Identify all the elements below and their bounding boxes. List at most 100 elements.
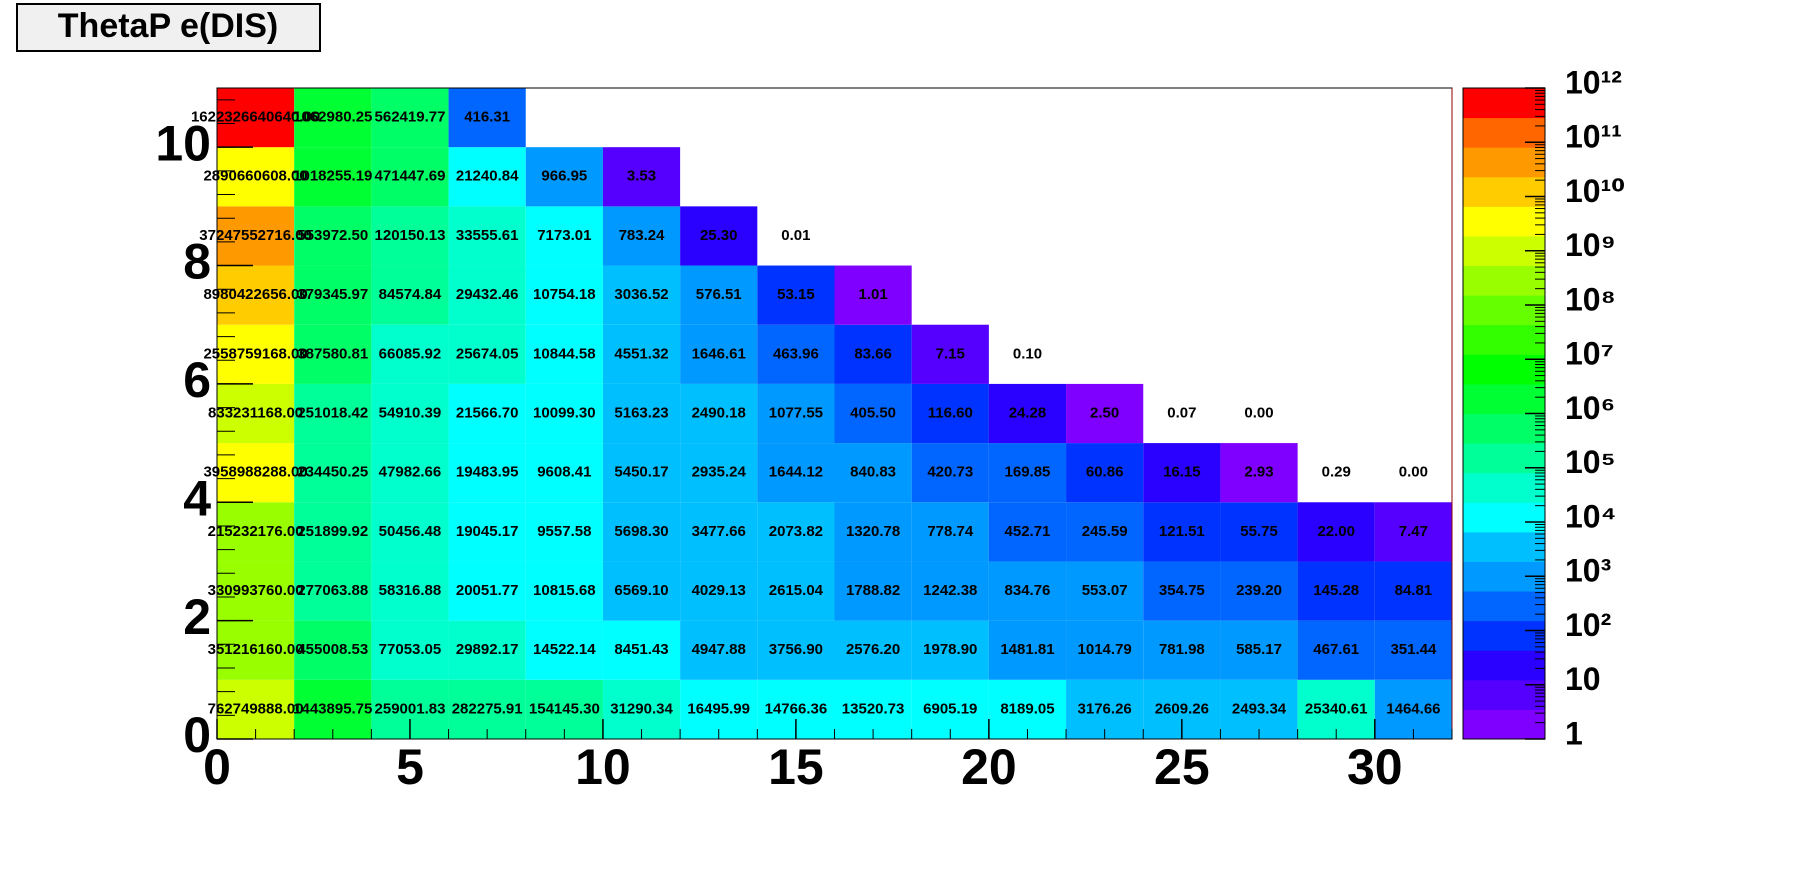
cell [217, 561, 295, 621]
cell [371, 265, 449, 325]
cell-label: 2935.24 [692, 464, 747, 481]
z-tick-label: 10⁵ [1565, 444, 1616, 480]
color-band [1463, 502, 1545, 533]
cell [988, 443, 1067, 503]
cell [757, 324, 835, 384]
cell [1143, 620, 1221, 680]
x-tick-label: 5 [396, 739, 424, 795]
cell-label: 576.51 [696, 286, 742, 303]
cell [911, 443, 989, 503]
cell-label: 2493.34 [1232, 700, 1287, 717]
cell-label: 24.28 [1009, 404, 1047, 421]
cell-label: 0.29 [1322, 464, 1351, 481]
color-band [1463, 383, 1545, 414]
cell [602, 620, 681, 680]
cell [525, 383, 603, 444]
cell [525, 265, 603, 325]
cell-label: 6569.10 [614, 582, 668, 599]
cell [834, 443, 912, 503]
cell [834, 620, 912, 680]
z-tick-label: 10⁹ [1565, 227, 1616, 263]
cell-label: 37247552716.00 [199, 227, 312, 244]
color-band [1463, 265, 1545, 296]
cell-label: 834.76 [1005, 582, 1051, 599]
cell [834, 265, 912, 325]
cell-label: 562419.77 [375, 109, 446, 126]
cell [217, 443, 295, 503]
x-tick-label: 10 [575, 739, 631, 795]
cell-label: 25340.61 [1305, 700, 1368, 717]
cell-label: 2.93 [1244, 464, 1273, 481]
cell [294, 443, 372, 503]
cell-label: 351216160.00 [208, 641, 304, 658]
cell [988, 561, 1067, 621]
cell-label: 833231168.00 [208, 404, 303, 421]
cell-label: 783.24 [619, 227, 666, 244]
cell-label: 14766.36 [765, 700, 828, 717]
cell-label: 5450.17 [614, 464, 668, 481]
cell-label: 1.01 [858, 286, 887, 303]
cell-label: 25674.05 [456, 345, 519, 362]
cell [1066, 561, 1144, 621]
cell-label: 77053.05 [379, 641, 442, 658]
cell-label: 10754.18 [533, 286, 596, 303]
cell [217, 147, 295, 207]
cell-label: 10099.30 [533, 404, 596, 421]
cell [294, 147, 372, 207]
cell-label: 452.71 [1005, 523, 1051, 540]
cell [757, 265, 835, 325]
cell-label: 1018255.19 [293, 168, 372, 185]
cell [371, 324, 449, 384]
cell-label: 553972.50 [297, 227, 368, 244]
cell-label: 2615.04 [769, 582, 824, 599]
cell-label: 0.00 [1244, 404, 1273, 421]
cell [217, 265, 295, 325]
cell-label: 9608.41 [537, 464, 591, 481]
cell-label: 778.74 [927, 523, 974, 540]
cell-label: 1443895.75 [293, 700, 372, 717]
cell-label: 2.50 [1090, 404, 1119, 421]
cell-label: 54910.39 [379, 404, 442, 421]
cell [294, 88, 372, 148]
color-band [1463, 443, 1545, 474]
cell-label: 29892.17 [456, 641, 519, 658]
cell-label: 58316.88 [379, 582, 442, 599]
y-tick-label: 8 [183, 234, 211, 290]
cell [680, 324, 758, 384]
cell-label: 0.01 [781, 227, 810, 244]
chart-title: ThetaP e(DIS) [58, 7, 278, 45]
cell-label: 416.31 [464, 109, 510, 126]
cell-label: 762749888.00 [208, 700, 304, 717]
cell-label: 1646.61 [692, 345, 746, 362]
color-band [1463, 206, 1545, 237]
cell [757, 443, 835, 503]
cell-label: 1978.90 [923, 641, 977, 658]
cell-label: 21240.84 [456, 168, 519, 185]
cell-label: 4029.13 [692, 582, 746, 599]
cell-label: 169.85 [1005, 464, 1051, 481]
cell-label: 463.96 [773, 345, 819, 362]
cell-label: 47982.66 [379, 464, 442, 481]
cell [1066, 620, 1144, 680]
cell-label: 31290.34 [610, 700, 673, 717]
cell [1374, 620, 1452, 680]
y-tick-label: 10 [155, 115, 211, 171]
cell [1066, 443, 1144, 503]
z-tick-label: 10³ [1565, 553, 1611, 589]
cell [448, 620, 526, 680]
cell [1220, 443, 1298, 503]
cell-label: 387580.81 [297, 345, 368, 362]
cell [294, 324, 372, 384]
cell [1297, 561, 1375, 621]
cell [988, 502, 1067, 562]
color-band [1463, 709, 1545, 740]
cell-label: 2490.18 [692, 404, 746, 421]
cell [294, 561, 372, 621]
cell-label: 13520.73 [842, 700, 905, 717]
z-tick-label: 10⁸ [1565, 281, 1616, 317]
cell-label: 245.59 [1082, 523, 1128, 540]
cell-label: 585.17 [1236, 641, 1282, 658]
cell-label: 19045.17 [456, 523, 519, 540]
z-tick-label: 10² [1565, 607, 1611, 643]
cell-label: 8189.05 [1000, 700, 1054, 717]
